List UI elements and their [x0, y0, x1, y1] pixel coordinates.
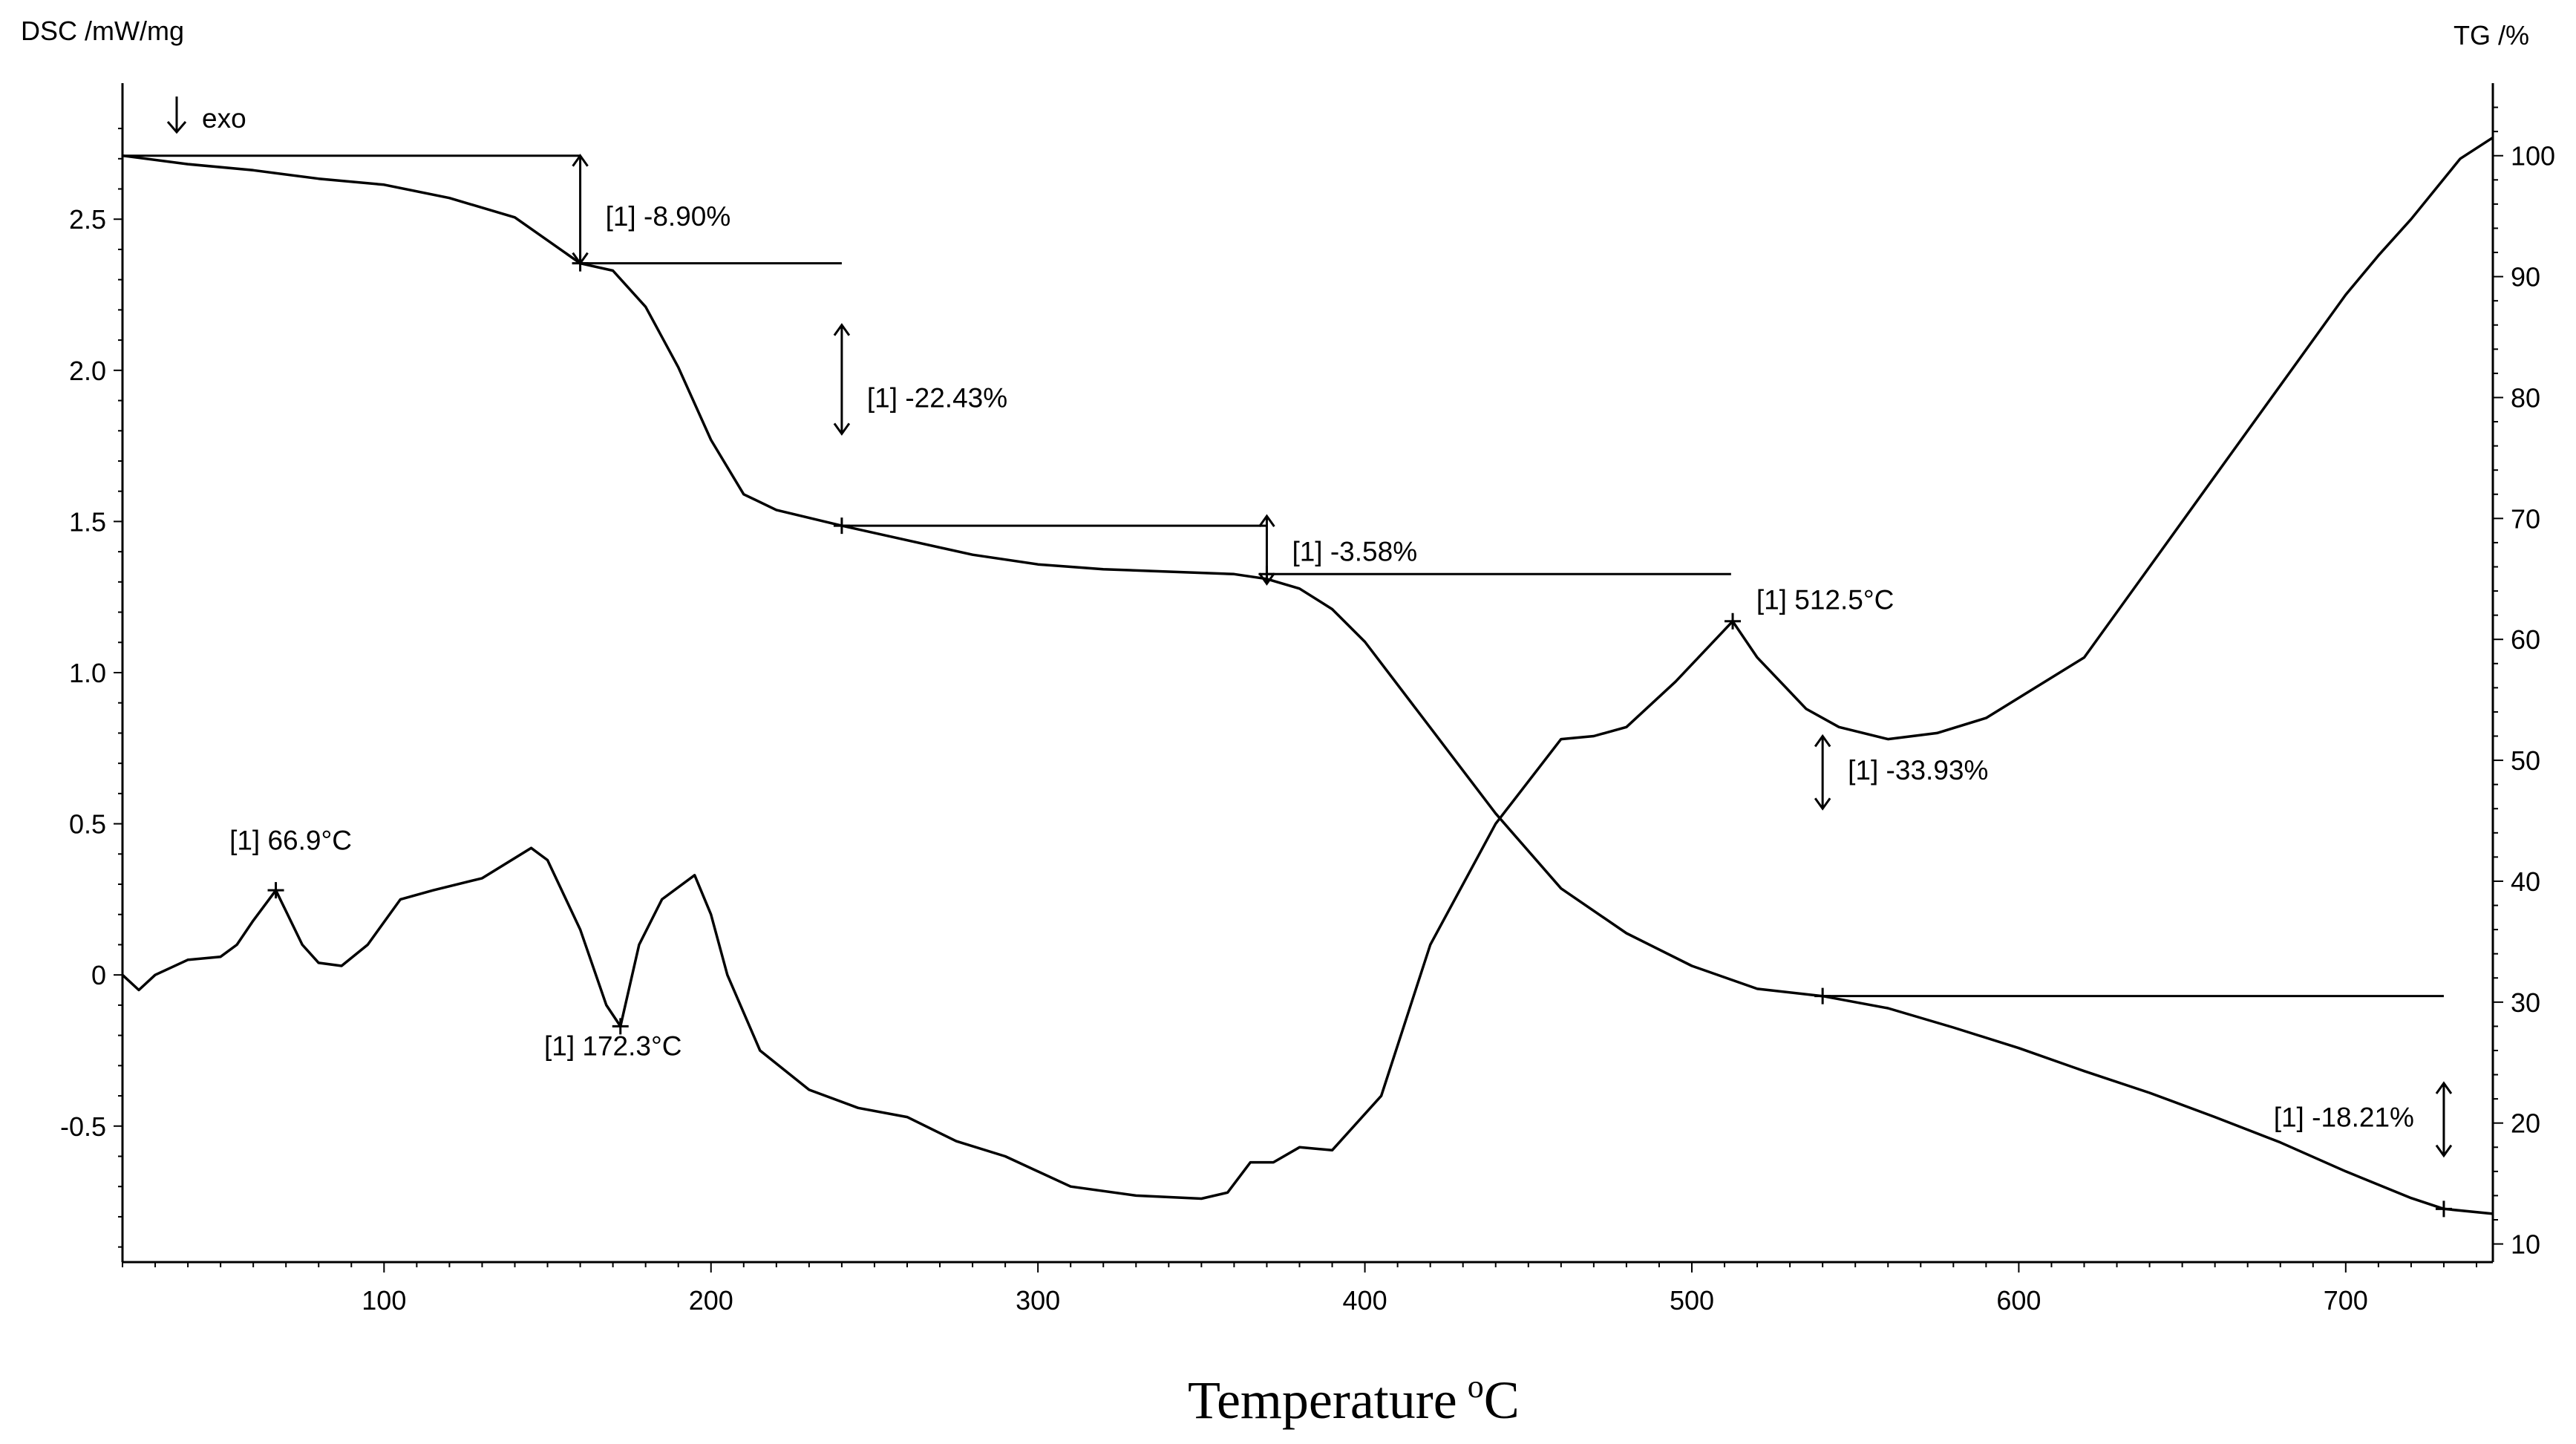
y-right-tick-label: 100 — [2511, 141, 2555, 171]
y-left-tick-label: 2.5 — [69, 204, 106, 235]
double-arrow-icon — [833, 323, 851, 436]
plot-frame — [121, 83, 2494, 1264]
double-arrow-icon — [572, 154, 589, 266]
step-marker-cross — [1725, 612, 1742, 630]
y-right-tick-label: 40 — [2511, 866, 2540, 897]
y-left-tick-label: 1.0 — [69, 658, 106, 688]
x-tick-label: 100 — [362, 1285, 406, 1316]
y-right-axis-title: TG /% — [2454, 20, 2529, 50]
y-right-tick-label: 50 — [2511, 745, 2540, 776]
marker-layer — [267, 255, 2452, 1218]
annotation-label: [1] 172.3°C — [544, 1030, 682, 1061]
x-axis-title-text: Temperature — [1188, 1371, 1457, 1430]
tg-curve — [122, 154, 2494, 1215]
y-right-tick-label: 90 — [2511, 262, 2540, 293]
x-tick-label: 400 — [1343, 1285, 1387, 1316]
y-right-tick-label: 30 — [2511, 987, 2540, 1018]
y-left-tick-label: 0 — [91, 960, 106, 990]
double-arrow-icon — [1814, 734, 1831, 811]
exo-indicator: exo — [166, 97, 246, 134]
reference-lines — [122, 154, 2444, 998]
step-marker-cross — [267, 882, 284, 899]
y-right-tick-label: 10 — [2511, 1229, 2540, 1260]
annotation-label: [1] -18.21% — [2274, 1102, 2414, 1133]
annotation-label: [1] -22.43% — [867, 382, 1007, 413]
annotation-label: [1] -3.58% — [1292, 536, 1417, 566]
annotation-label: [1] 512.5°C — [1756, 584, 1895, 615]
y-left-tick-label: 1.5 — [69, 506, 106, 537]
y-right-tick-label: 70 — [2511, 503, 2540, 534]
y-left-tick-label: 2.0 — [69, 356, 106, 386]
annotation-label: [1] 66.9°C — [229, 826, 352, 856]
step-marker-cross — [833, 517, 850, 535]
step-marker-cross — [612, 1018, 629, 1035]
dsc-curve — [121, 136, 2494, 1200]
annotation-label: [1] -33.93% — [1848, 755, 1988, 785]
series-layer — [121, 136, 2494, 1215]
x-axis-unit: oC — [1468, 1368, 1520, 1430]
x-tick-label: 500 — [1670, 1285, 1714, 1316]
step-marker-cross — [2435, 1200, 2452, 1218]
double-arrow-icon — [2435, 1081, 2453, 1158]
y-right-tick-label: 60 — [2511, 624, 2540, 655]
double-arrow-icon — [1258, 514, 1275, 586]
annotation-label: [1] -8.90% — [606, 201, 731, 232]
exo-arrow-icon — [166, 97, 187, 134]
y-right-tick-label: 80 — [2511, 382, 2540, 413]
y-left-tick-label: -0.5 — [60, 1111, 106, 1142]
y-left-axis-title: DSC /mW/mg — [21, 16, 184, 46]
y-left-tick-label: 0.5 — [69, 809, 106, 840]
step-marker-cross — [1814, 987, 1831, 1004]
x-tick-label: 300 — [1016, 1285, 1060, 1316]
tick-layer: 100 200 300 400 500 600 700 2.5 2.0 1.5 1.0 0.5 0 -0.… — [60, 106, 2555, 1316]
y-right-tick-label: 20 — [2511, 1108, 2540, 1139]
x-tick-label: 600 — [1996, 1285, 2041, 1316]
x-axis-unit-degree: o — [1468, 1368, 1484, 1405]
x-axis-title: Temperature oC — [1188, 1368, 1520, 1430]
x-tick-label: 700 — [2324, 1285, 2368, 1316]
x-tick-label: 200 — [689, 1285, 733, 1316]
x-axis-unit-letter: C — [1484, 1371, 1520, 1430]
exo-label: exo — [202, 103, 246, 134]
annotation-layer: [1] -8.90% [1] -22.43% [1] -3.58% [1] 512.5… — [229, 154, 2453, 1158]
